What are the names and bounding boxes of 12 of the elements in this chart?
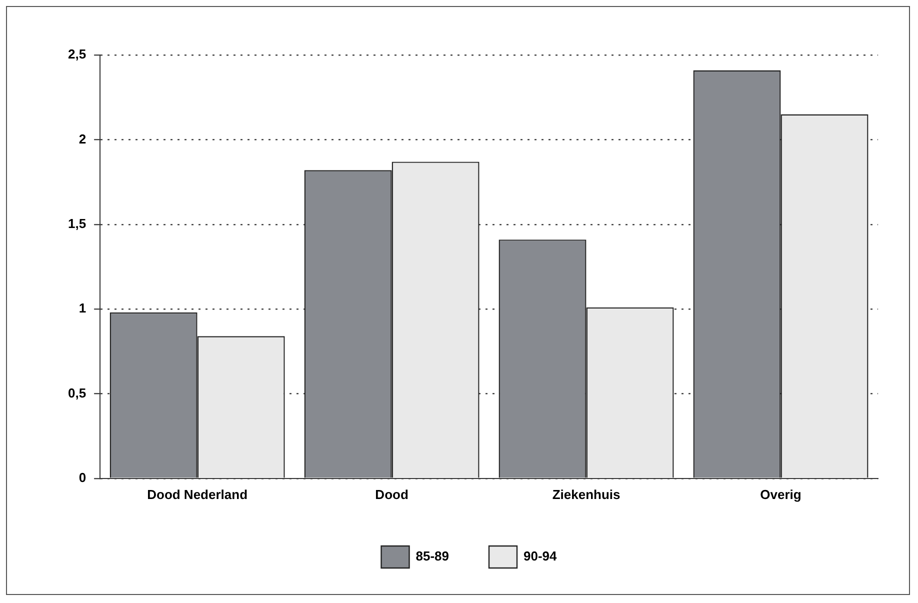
y-tick-label: 1: [78, 300, 86, 316]
y-tick-label: 2,5: [68, 46, 86, 62]
x-tick-label: Dood Nederland: [147, 486, 248, 502]
y-tick-label: 0: [78, 470, 86, 485]
legend-label: 85-89: [416, 548, 449, 564]
legend-label: 90-94: [524, 548, 558, 564]
x-tick-label: Dood: [375, 486, 408, 502]
x-tick-label: Overig: [760, 486, 802, 502]
y-tick-label: 1,5: [68, 216, 86, 231]
x-tick-label: Ziekenhuis: [552, 486, 620, 502]
y-tick-label: 2: [78, 131, 86, 146]
y-tick-label: 0,5: [68, 385, 86, 400]
